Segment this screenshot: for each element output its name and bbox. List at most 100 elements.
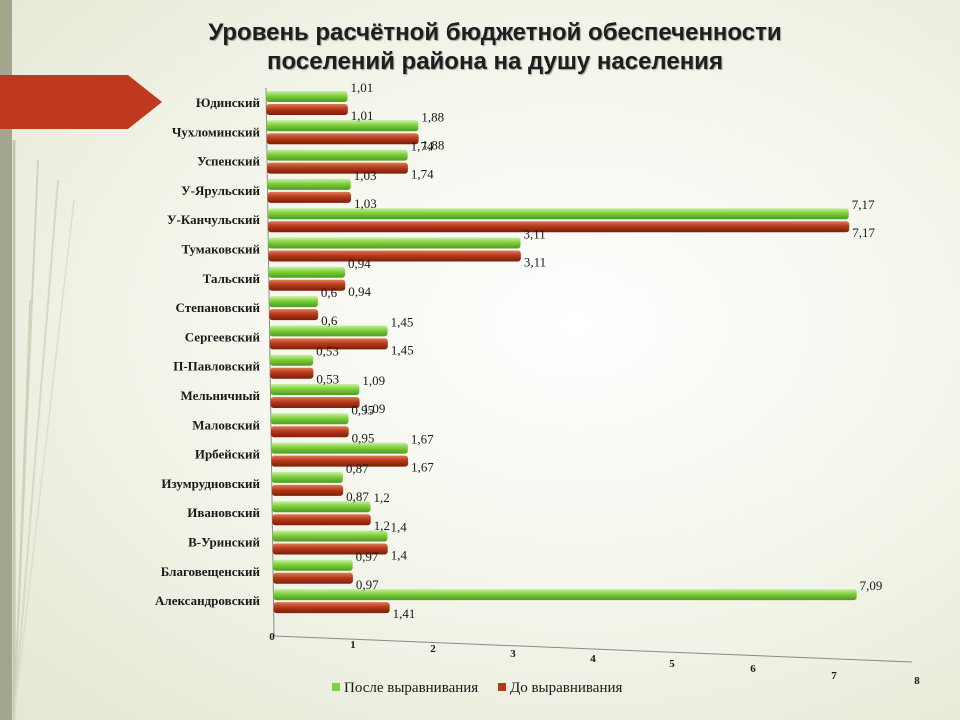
value-label-after: 1,01: [351, 80, 374, 95]
bar-after: [266, 120, 419, 132]
legend-label-after: После выравнивания: [344, 680, 479, 696]
bar-before: [270, 397, 360, 408]
category-label: У-Канчульский: [167, 212, 261, 227]
decorative-line-fan: [12, 140, 75, 720]
value-label-before: 1,09: [363, 401, 386, 416]
bar-after: [272, 559, 353, 571]
value-label-before: 7,17: [852, 225, 875, 240]
bar-before: [271, 426, 349, 438]
bar-after: [270, 384, 360, 395]
legend-swatch-after: [332, 683, 340, 691]
category-label: Чухломинский: [172, 124, 261, 139]
value-label-before: 0,6: [321, 313, 338, 328]
bar-before: [272, 543, 388, 555]
category-label: Сергеевский: [185, 329, 261, 344]
value-label-after: 0,95: [351, 402, 374, 417]
value-label-before: 0,53: [316, 372, 339, 387]
category-label: Степановский: [176, 300, 261, 315]
value-label-before: 0,95: [352, 430, 375, 445]
value-label-after: 1,09: [362, 373, 385, 388]
category-label: Благовещенский: [161, 564, 261, 579]
value-label-after: 3,11: [524, 227, 546, 242]
legend-label-before: До выравнивания: [509, 680, 623, 696]
x-tick-label: 5: [669, 658, 675, 670]
bar-before: [266, 104, 348, 115]
value-label-before: 0,87: [346, 489, 369, 504]
value-label-before: 1,88: [422, 137, 445, 152]
bar-after: [267, 178, 351, 190]
value-label-after: 1,2: [373, 490, 389, 505]
bar-before: [269, 309, 319, 321]
category-label: Успенский: [197, 154, 260, 169]
bar-before: [268, 279, 346, 291]
value-label-after: 0,87: [346, 461, 369, 476]
value-label-after: 0,94: [348, 256, 371, 271]
category-label: Тальский: [203, 271, 261, 286]
value-label-before: 1,45: [391, 342, 414, 357]
value-label-after: 1,45: [391, 314, 414, 329]
category-label: Юдинский: [196, 95, 261, 110]
bar-after: [266, 149, 408, 161]
value-label-after: 7,09: [860, 578, 883, 593]
legend-swatch-before: [497, 683, 506, 691]
value-label-before: 1,74: [411, 167, 434, 182]
value-label-before: 0,94: [348, 284, 371, 299]
chart-bars: [266, 91, 857, 614]
x-tick-label: 0: [269, 631, 275, 643]
bar-before: [272, 514, 371, 526]
category-label: Ирбейский: [195, 447, 261, 462]
x-tick-label: 8: [914, 675, 920, 687]
left-decor-strip: [0, 0, 12, 720]
legend-item-before: До выравнивания: [497, 680, 623, 697]
value-label-after: 1,74: [411, 139, 434, 154]
bar-after: [269, 296, 318, 308]
bar-before: [268, 221, 850, 233]
category-label: Изумрудновский: [161, 476, 260, 491]
x-tick-label: 4: [590, 653, 596, 665]
value-label-before: 1,41: [393, 606, 416, 621]
legend-item-after: После выравнивания: [332, 680, 478, 697]
x-tick-label: 2: [430, 643, 436, 655]
bar-after: [271, 471, 343, 483]
bar-before: [266, 133, 419, 145]
red-arrow-decor: [0, 75, 162, 129]
bar-before: [273, 572, 353, 584]
value-label-before: 1,2: [374, 518, 390, 533]
value-label-after: 1,88: [421, 109, 444, 124]
bar-after: [271, 442, 408, 454]
bar-after: [269, 325, 388, 337]
bar-before: [268, 250, 521, 262]
value-label-after: 1,03: [354, 168, 377, 183]
title-line-1: Уровень расчётной бюджетной обеспеченнос…: [208, 19, 782, 46]
category-label: У-Ярульский: [181, 183, 260, 198]
value-label-after: 1,4: [390, 520, 407, 535]
category-label: Ивановский: [187, 505, 260, 520]
bar-before: [267, 162, 408, 174]
bar-after: [270, 413, 349, 425]
value-label-before: 1,67: [411, 460, 434, 475]
bar-before: [269, 338, 388, 350]
category-label: В-Уринский: [188, 535, 260, 550]
x-axis-line: [273, 635, 913, 663]
x-tick-label: 7: [831, 670, 837, 682]
bar-before: [271, 484, 344, 496]
bar-before: [270, 367, 314, 379]
value-label-before: 1,4: [391, 548, 408, 563]
bar-after: [269, 354, 314, 366]
value-label-before: 3,11: [524, 255, 546, 270]
category-label: П-Павловский: [173, 359, 260, 374]
bar-before: [267, 191, 351, 203]
category-label: Александровский: [155, 593, 260, 608]
bar-after: [268, 237, 521, 249]
value-label-after: 0,53: [316, 344, 339, 359]
x-tick-label: 6: [750, 663, 756, 675]
x-tick-label: 3: [510, 648, 516, 660]
value-label-before: 0,97: [356, 577, 379, 592]
value-label-after: 1,67: [411, 432, 434, 447]
bar-after: [272, 530, 388, 542]
bar-after: [272, 501, 371, 513]
value-label-after: 0,6: [321, 285, 338, 300]
bar-after: [266, 91, 348, 102]
legend: После выравнивания До выравнивания: [332, 680, 638, 700]
